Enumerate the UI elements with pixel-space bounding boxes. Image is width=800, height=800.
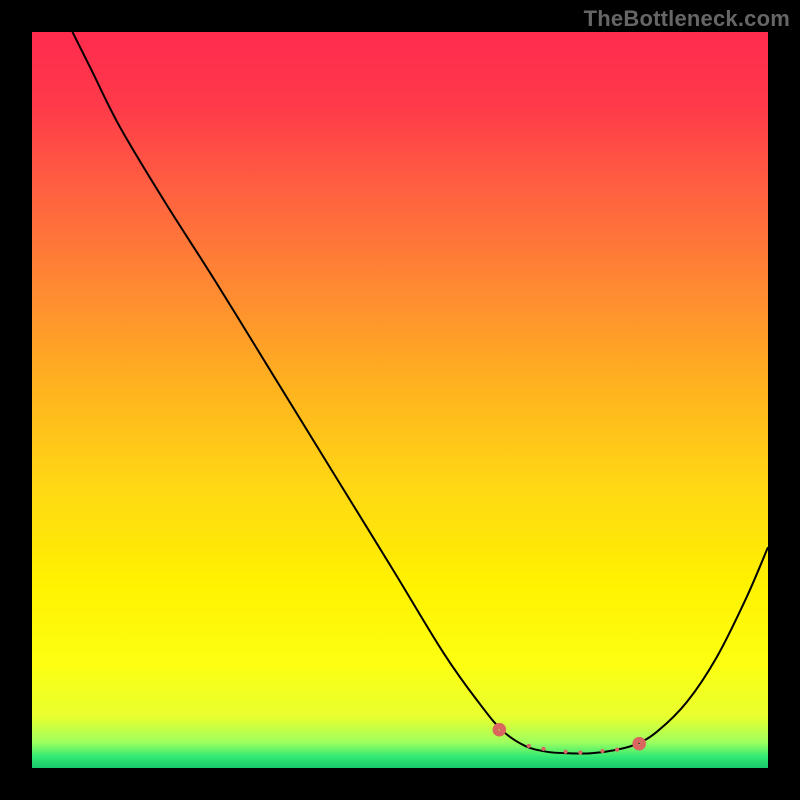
marker-dot <box>527 744 531 748</box>
chart-svg <box>32 32 768 768</box>
marker-dot <box>541 747 545 751</box>
gradient-background <box>32 32 768 768</box>
marker-dot <box>578 750 582 754</box>
plot-area <box>32 32 768 768</box>
watermark-text: TheBottleneck.com <box>584 6 790 32</box>
marker-dot <box>564 750 568 754</box>
chart-frame: TheBottleneck.com <box>0 0 800 800</box>
marker-dot <box>615 748 619 752</box>
marker-dot <box>600 749 604 753</box>
